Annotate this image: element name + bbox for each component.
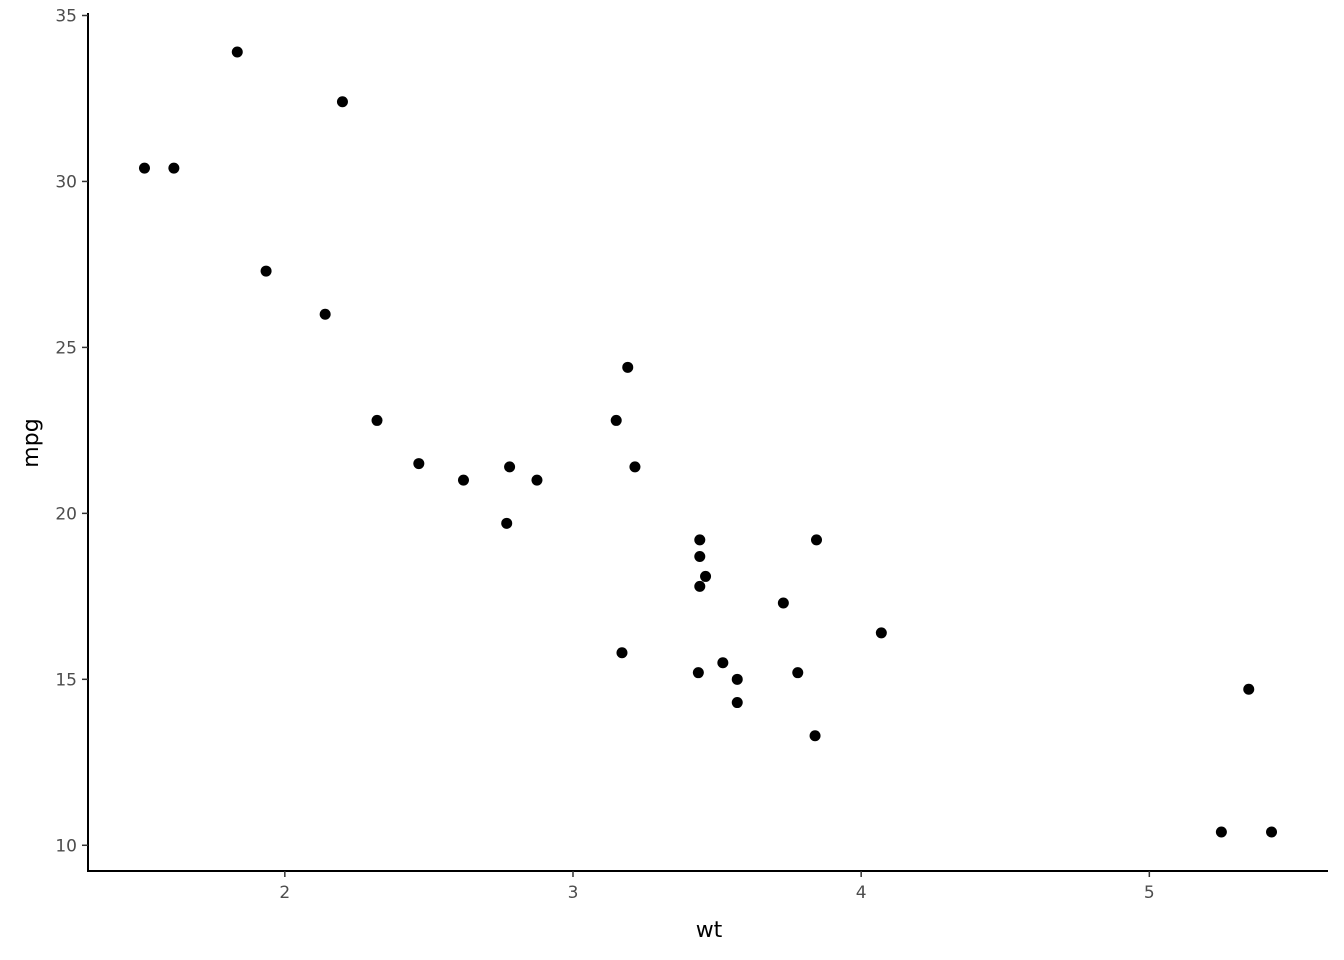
data-point (1215, 826, 1227, 838)
data-point (168, 162, 180, 174)
y-axis-title: mpg (19, 418, 44, 467)
data-point (731, 673, 743, 685)
data-point (777, 597, 789, 609)
data-point (336, 96, 348, 108)
data-point (371, 414, 383, 426)
data-point (504, 461, 516, 473)
x-tick-label: 4 (856, 883, 867, 903)
data-point (231, 46, 243, 58)
data-point (610, 414, 622, 426)
x-tick-label: 2 (279, 883, 290, 903)
data-point (616, 647, 628, 659)
data-point (629, 461, 641, 473)
data-point (692, 667, 704, 679)
data-point (792, 667, 804, 679)
y-tick-label: 30 (55, 172, 77, 192)
data-point (694, 580, 706, 592)
data-point (457, 474, 469, 486)
data-point (1266, 826, 1278, 838)
x-ticks: 2 3 4 5 (279, 871, 1155, 903)
x-axis-title: wt (696, 918, 723, 943)
x-tick-label: 3 (568, 883, 579, 903)
points-layer (138, 46, 1278, 838)
data-point (731, 697, 743, 709)
data-point (694, 534, 706, 546)
data-point (138, 162, 150, 174)
data-point (694, 551, 706, 563)
data-point (501, 517, 513, 529)
y-tick-label: 20 (55, 504, 77, 524)
x-tick-label: 5 (1144, 883, 1155, 903)
data-point (622, 361, 634, 373)
data-point (700, 570, 712, 582)
data-point (875, 627, 887, 639)
data-point (260, 265, 272, 277)
y-tick-label: 10 (55, 836, 77, 856)
y-ticks: 10 15 20 25 30 35 (55, 6, 88, 856)
data-point (413, 458, 425, 470)
y-tick-label: 15 (55, 670, 77, 690)
data-point (1243, 683, 1255, 695)
data-point (809, 730, 821, 742)
data-point (810, 534, 822, 546)
data-point (531, 474, 543, 486)
y-tick-label: 35 (55, 6, 77, 26)
y-tick-label: 25 (55, 338, 77, 358)
data-point (717, 657, 729, 669)
data-point (319, 308, 331, 320)
